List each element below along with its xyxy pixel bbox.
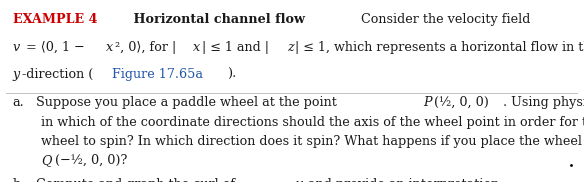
- Text: P: P: [423, 96, 432, 108]
- Text: x: x: [106, 41, 113, 54]
- Text: Consider the velocity field: Consider the velocity field: [353, 13, 531, 26]
- Text: y: y: [13, 68, 20, 81]
- Text: Figure 17.65a: Figure 17.65a: [112, 68, 203, 81]
- Text: x: x: [193, 41, 200, 54]
- Text: (½, 0, 0): (½, 0, 0): [434, 96, 489, 108]
- Text: and provide an interpretation.: and provide an interpretation.: [304, 178, 504, 182]
- Text: | ≤ 1 and |: | ≤ 1 and |: [202, 41, 269, 54]
- Text: Horizontal channel flow: Horizontal channel flow: [120, 13, 305, 26]
- Text: v: v: [296, 178, 303, 182]
- Text: EXAMPLE 4: EXAMPLE 4: [13, 13, 97, 26]
- Text: a.: a.: [13, 96, 25, 108]
- Text: (−½, 0, 0)?: (−½, 0, 0)?: [54, 154, 127, 167]
- Text: | ≤ 1, which represents a horizontal flow in the: | ≤ 1, which represents a horizontal flo…: [295, 41, 584, 54]
- Text: = ⟨0, 1 −: = ⟨0, 1 −: [22, 41, 89, 54]
- Text: Compute and graph the curl of: Compute and graph the curl of: [29, 178, 239, 182]
- Text: . Using physical arguments,: . Using physical arguments,: [503, 96, 584, 108]
- Text: Suppose you place a paddle wheel at the point: Suppose you place a paddle wheel at the …: [27, 96, 340, 108]
- Text: v: v: [13, 41, 20, 54]
- Text: ², 0⟩, for |: ², 0⟩, for |: [115, 41, 176, 54]
- Text: Q: Q: [41, 154, 52, 167]
- Text: ).: ).: [227, 68, 237, 81]
- Text: in which of the coordinate directions should the axis of the wheel point in orde: in which of the coordinate directions sh…: [41, 116, 584, 129]
- Text: -direction (: -direction (: [22, 68, 93, 81]
- Text: b.: b.: [13, 178, 25, 182]
- Text: z: z: [287, 41, 293, 54]
- Text: wheel to spin? In which direction does it spin? What happens if you place the wh: wheel to spin? In which direction does i…: [41, 135, 584, 148]
